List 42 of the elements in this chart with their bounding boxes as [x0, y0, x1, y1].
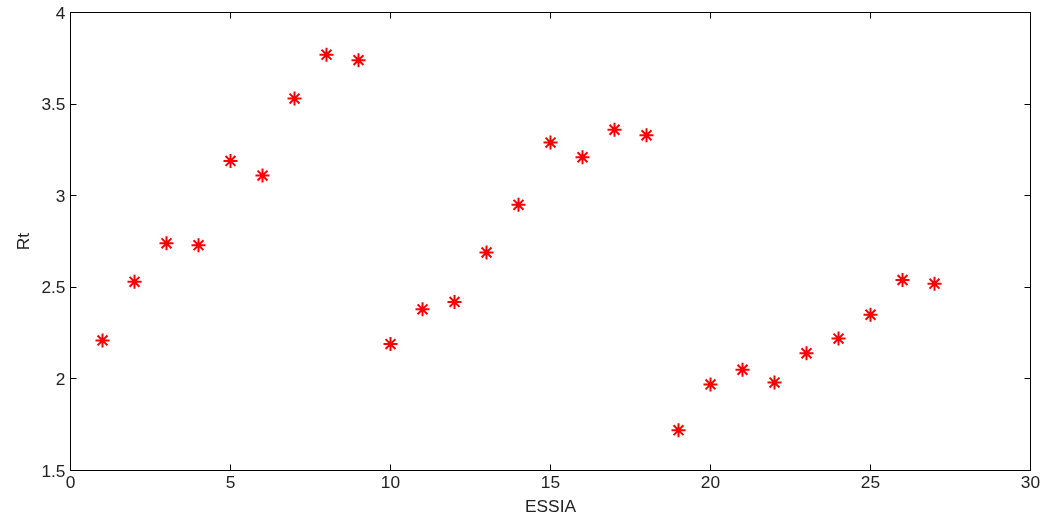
x-axis-title: ESSIA — [524, 495, 577, 516]
y-tick-label: 3.5 — [41, 94, 66, 115]
point — [478, 244, 495, 261]
point — [542, 134, 559, 151]
point — [414, 301, 431, 318]
x-tick-label: 15 — [540, 471, 561, 492]
point — [190, 237, 207, 254]
point — [126, 273, 143, 290]
point — [222, 152, 239, 169]
y-tick-label: 3 — [55, 185, 66, 206]
y-tick-label: 2 — [55, 368, 66, 389]
point — [830, 330, 847, 347]
x-tick-label: 0 — [65, 471, 76, 492]
point — [766, 374, 783, 391]
point — [254, 167, 271, 184]
point — [94, 332, 111, 349]
x-tick-label: 30 — [1020, 471, 1041, 492]
point — [926, 275, 943, 292]
y-tick-label: 1.5 — [41, 460, 66, 481]
point — [382, 336, 399, 353]
point — [286, 90, 303, 107]
point — [798, 345, 815, 362]
point — [862, 306, 879, 323]
point — [734, 361, 751, 378]
point — [158, 235, 175, 252]
point — [574, 149, 591, 166]
y-tick-label: 2.5 — [41, 277, 66, 298]
x-tick-label: 5 — [225, 471, 236, 492]
point — [350, 52, 367, 69]
point — [670, 422, 687, 439]
y-axis-title: Rt — [13, 232, 34, 251]
point — [510, 196, 527, 213]
x-tick-label: 10 — [380, 471, 401, 492]
point — [702, 376, 719, 393]
point — [606, 121, 623, 138]
point — [318, 46, 335, 63]
point — [894, 271, 911, 288]
x-tick-label: 20 — [700, 471, 721, 492]
point — [446, 293, 463, 310]
x-tick-label: 25 — [860, 471, 881, 492]
point — [638, 127, 655, 144]
y-tick-label: 4 — [55, 2, 66, 23]
